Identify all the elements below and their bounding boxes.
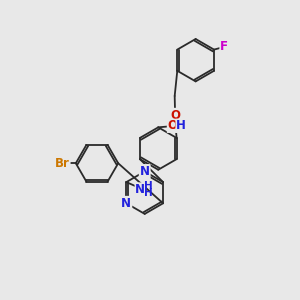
Text: H: H xyxy=(144,181,152,191)
Text: H: H xyxy=(176,119,186,132)
Text: Br: Br xyxy=(55,157,70,170)
Text: H: H xyxy=(144,188,152,198)
Text: F: F xyxy=(220,40,228,53)
Text: N: N xyxy=(135,183,145,196)
Text: N: N xyxy=(121,197,131,210)
Text: N: N xyxy=(140,165,150,178)
Text: O: O xyxy=(167,119,177,132)
Text: O: O xyxy=(170,109,180,122)
